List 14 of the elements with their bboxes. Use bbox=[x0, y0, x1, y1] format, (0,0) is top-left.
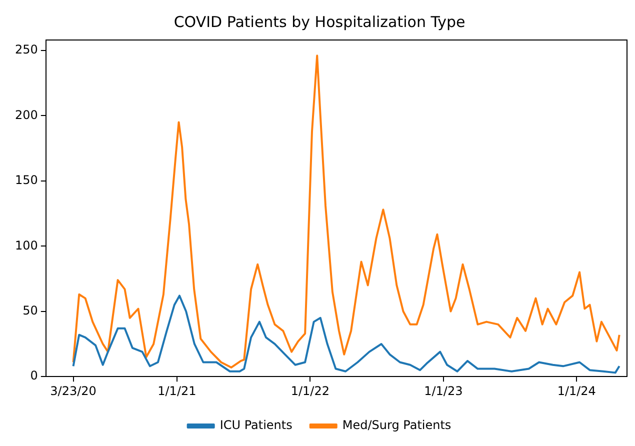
x-tick-label: 1/1/22 bbox=[290, 384, 330, 398]
legend-label: ICU Patients bbox=[220, 418, 292, 432]
x-tick-label: 3/23/20 bbox=[50, 384, 96, 398]
x-tick-label: 1/1/21 bbox=[158, 384, 196, 398]
legend-label: Med/Surg Patients bbox=[342, 418, 452, 432]
x-tick-label: 1/1/23 bbox=[424, 384, 463, 398]
y-tick-label: 50 bbox=[22, 303, 38, 318]
x-tick-label: 1/1/24 bbox=[557, 384, 596, 398]
y-tick-label: 200 bbox=[15, 108, 38, 122]
y-tick-label: 150 bbox=[15, 173, 38, 188]
chart-title: COVID Patients by Hospitalization Type bbox=[174, 12, 466, 31]
y-tick-label: 0 bbox=[30, 368, 38, 383]
y-tick-label: 250 bbox=[15, 42, 38, 57]
y-tick-label: 100 bbox=[15, 238, 38, 252]
